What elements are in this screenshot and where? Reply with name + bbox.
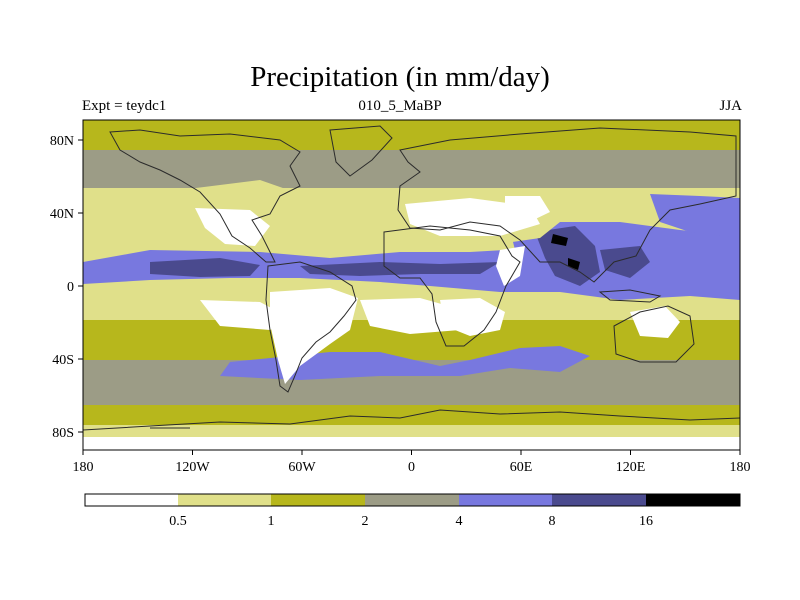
west-pacific-blue bbox=[650, 194, 740, 238]
coast-indonesia bbox=[598, 289, 662, 303]
colorbar-box bbox=[459, 494, 552, 506]
colorbar-box bbox=[271, 494, 365, 506]
pacific-subtropical-white bbox=[83, 290, 250, 318]
colorbar-box bbox=[552, 494, 646, 506]
precipitation-field bbox=[83, 120, 740, 450]
latitude-axis: 80N 40N 0 40S 80S bbox=[50, 134, 83, 441]
antarctic-white bbox=[83, 437, 740, 450]
lon-label-0: 0 bbox=[408, 460, 415, 475]
coast-africa bbox=[383, 225, 521, 347]
season-label: JJA bbox=[719, 98, 742, 114]
lon-label-120w: 120W bbox=[175, 460, 210, 475]
australia-white bbox=[630, 306, 680, 338]
colorbar: 0.5 1 2 4 8 16 bbox=[84, 493, 741, 529]
lon-label-180w: 180 bbox=[73, 460, 94, 475]
colorbar-label: 8 bbox=[549, 514, 556, 529]
colorbar-box bbox=[365, 494, 459, 506]
coast-eurasia bbox=[397, 127, 737, 283]
antarctic-yellow bbox=[83, 425, 740, 437]
colorbar-label: 4 bbox=[456, 514, 463, 529]
longitude-axis: 180 120W 60W 0 60E 120E 180 bbox=[73, 450, 751, 475]
arctic-grey-band bbox=[83, 150, 740, 188]
coast-north-america bbox=[109, 129, 301, 263]
lat-label-40n: 40N bbox=[50, 207, 74, 222]
atlantic-itcz-dark bbox=[300, 262, 500, 276]
map-title: Precipitation (in mm/day) bbox=[250, 61, 550, 93]
colorbar-label: 16 bbox=[639, 514, 653, 529]
southern-ocean-olive bbox=[83, 405, 740, 425]
pacific-itcz-dark bbox=[150, 258, 260, 277]
coast-south-america bbox=[265, 261, 357, 393]
lat-label-80n: 80N bbox=[50, 134, 74, 149]
colorbar-box bbox=[646, 494, 740, 506]
coast-greenland bbox=[329, 125, 393, 177]
asian-monsoon-dark bbox=[535, 226, 600, 286]
colorbar-label: 0.5 bbox=[169, 514, 187, 529]
colorbar-label: 1 bbox=[268, 514, 275, 529]
southern-africa-white bbox=[440, 298, 505, 336]
lat-label-equator: 0 bbox=[67, 280, 74, 295]
coast-australia bbox=[613, 305, 695, 363]
lon-label-60e: 60E bbox=[510, 460, 533, 475]
central-asia-white bbox=[505, 196, 550, 224]
tibet-heavy bbox=[551, 234, 568, 246]
colorbar-box bbox=[178, 494, 271, 506]
lon-label-60w: 60W bbox=[288, 460, 316, 475]
colorbar-box bbox=[85, 494, 178, 506]
africa-east-white bbox=[496, 246, 525, 286]
lon-label-120e: 120E bbox=[616, 460, 646, 475]
lon-label-180e: 180 bbox=[730, 460, 751, 475]
experiment-label: Expt = teydc1 bbox=[82, 98, 167, 114]
lat-label-80s: 80S bbox=[52, 426, 74, 441]
mexico-white bbox=[195, 208, 270, 246]
n-pacific-yellow bbox=[83, 204, 190, 238]
lat-label-40s: 40S bbox=[52, 353, 74, 368]
period-label: 010_5_MaBP bbox=[358, 98, 442, 114]
colorbar-label: 2 bbox=[362, 514, 369, 529]
colorbar-outline bbox=[84, 493, 741, 507]
south-america-white bbox=[270, 288, 358, 384]
arctic-olive-band bbox=[83, 120, 740, 150]
coast-antarctica bbox=[83, 409, 740, 431]
coastlines bbox=[83, 125, 740, 431]
